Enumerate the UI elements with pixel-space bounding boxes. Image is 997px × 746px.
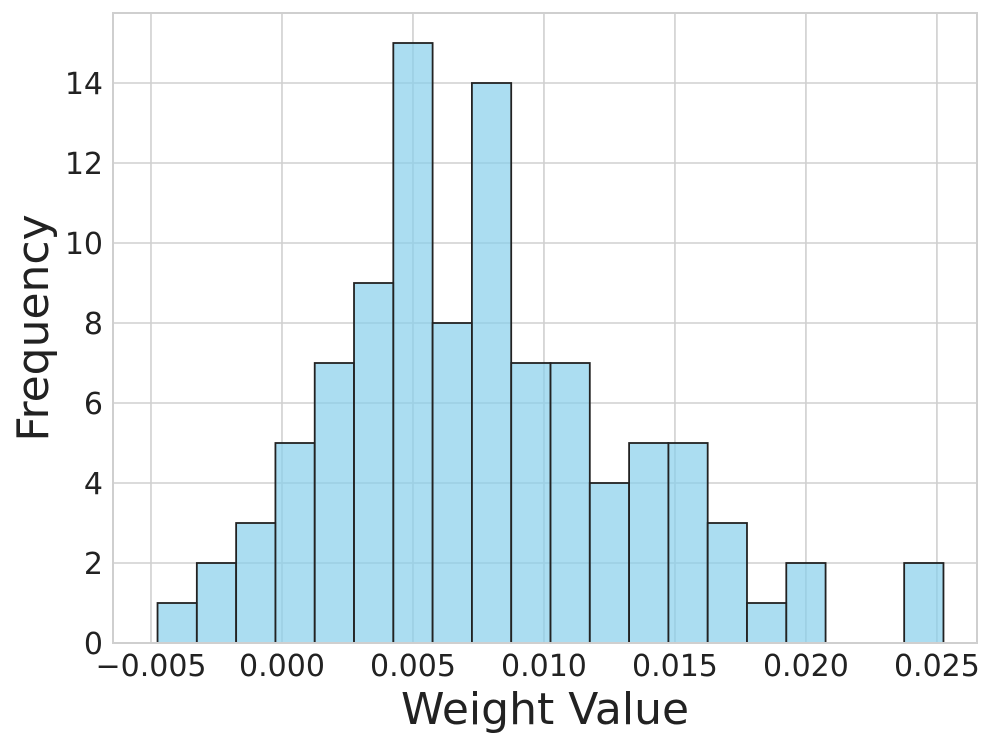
histogram-bar — [628, 442, 670, 644]
histogram-bar — [156, 602, 198, 644]
x-tick-labels: −0.005 0.000 0.005 0.010 0.015 0.020 0.025 — [95, 649, 979, 684]
histogram-bar — [235, 522, 277, 644]
x-tick-label: 0.015 — [632, 649, 718, 684]
histogram-bar — [353, 282, 395, 644]
histogram-bar — [588, 482, 630, 644]
histogram-bar — [746, 602, 788, 644]
y-tick-labels: 0 2 4 6 8 10 12 14 — [65, 67, 103, 662]
histogram-bar — [431, 322, 473, 644]
y-tick-label: 2 — [84, 547, 103, 582]
y-tick-label: 14 — [65, 67, 103, 102]
x-axis-label: Weight Value — [401, 684, 689, 735]
y-tick-label: 10 — [65, 227, 103, 262]
x-tick-label: 0.005 — [370, 649, 456, 684]
histogram-bar — [274, 442, 316, 644]
y-tick-label: 4 — [84, 467, 103, 502]
x-tick-label: 0.000 — [239, 649, 325, 684]
histogram-bar — [706, 522, 748, 644]
x-tick-label: 0.020 — [763, 649, 849, 684]
histogram-bar — [785, 562, 827, 644]
x-tick-label: −0.005 — [95, 649, 206, 684]
histogram-bar — [471, 82, 513, 644]
histogram-bar — [549, 362, 591, 644]
y-tick-label: 12 — [65, 147, 103, 182]
y-tick-label: 0 — [84, 627, 103, 662]
histogram-bar — [195, 562, 238, 644]
histogram-bars — [156, 42, 945, 644]
y-tick-label: 8 — [84, 307, 103, 342]
plot-frame — [112, 12, 978, 644]
histogram-bar — [667, 442, 709, 644]
histogram-bar — [313, 362, 355, 644]
y-tick-label: 6 — [84, 387, 103, 422]
histogram-bar — [510, 362, 552, 644]
x-tick-label: 0.025 — [894, 649, 980, 684]
histogram-bar — [903, 562, 945, 644]
x-tick-label: 0.010 — [501, 649, 587, 684]
histogram-bar — [392, 42, 434, 644]
grid-lines — [113, 13, 977, 644]
y-axis-label: Frequency — [8, 214, 59, 441]
